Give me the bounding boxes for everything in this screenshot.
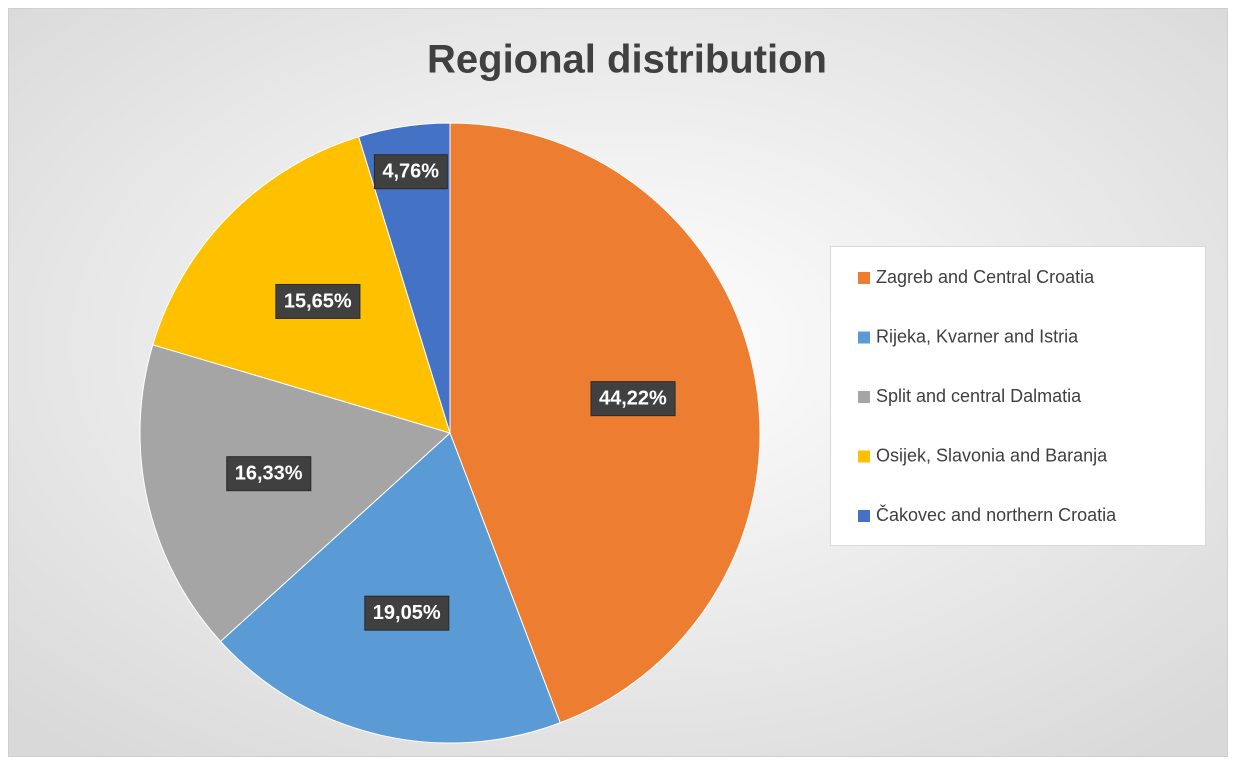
pie-slice	[358, 122, 451, 434]
data-label: 15,65%	[284, 290, 352, 312]
legend-label: Zagreb and Central Croatia	[876, 267, 1095, 287]
legend-swatch	[858, 272, 870, 284]
pie-slice	[139, 344, 451, 643]
legend-label: Rijeka, Kvarner and Istria	[876, 326, 1079, 346]
legend-swatch	[858, 510, 870, 522]
chart-title: Regional distribution	[427, 38, 827, 82]
data-label-box	[373, 154, 448, 190]
legend	[830, 246, 1206, 546]
data-label-box	[590, 381, 676, 417]
legend-swatch	[858, 331, 870, 344]
data-label: 19,05%	[373, 602, 441, 624]
data-label-box	[226, 456, 312, 492]
data-label: 4,76%	[382, 161, 439, 183]
legend-swatch	[858, 391, 870, 403]
pie-slice	[449, 122, 761, 724]
legend-label: Čakovec and northern Croatia	[876, 504, 1117, 525]
legend-label: Osijek, Slavonia and Baranja	[876, 445, 1108, 465]
data-label: 16,33%	[235, 463, 303, 485]
data-label: 44,22%	[599, 388, 667, 410]
data-label-box	[364, 595, 450, 631]
legend-label: Split and central Dalmatia	[876, 386, 1082, 406]
pie-slice	[219, 432, 561, 744]
data-label-box	[275, 283, 361, 319]
legend-swatch	[858, 450, 870, 463]
